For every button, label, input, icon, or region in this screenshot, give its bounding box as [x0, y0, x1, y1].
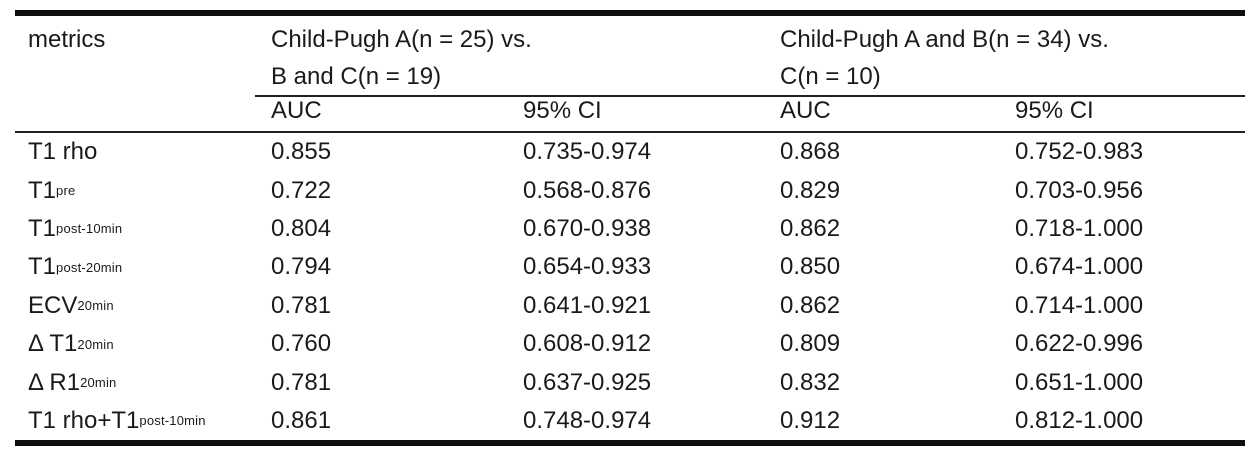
- ci-value-1: 0.637-0.925: [523, 368, 652, 396]
- table-row: ECV 20min 0.781 0.641-0.921 0.862 0.714-1…: [15, 287, 1245, 325]
- ci-value-2: 0.674-1.000: [1015, 253, 1144, 281]
- col-header-auc-2: AUC: [780, 97, 831, 124]
- metric-label: Δ R1: [28, 368, 81, 396]
- auc-value-2: 0.809: [780, 330, 841, 358]
- col-group-header-2-line2: C(n = 10): [780, 63, 881, 90]
- auc-value-1: 0.794: [271, 253, 332, 281]
- metric-cell: Δ T1 20min: [15, 325, 255, 363]
- auc-value-1: 0.861: [271, 406, 332, 434]
- table-row: T1 rho 0.855 0.735-0.974 0.868 0.752-0.9…: [15, 133, 1245, 171]
- col-header-auc-1: AUC: [271, 97, 322, 124]
- table-group-header-row: metrics Child-Pugh A(n = 25) vs. B and C…: [15, 16, 1245, 97]
- metric-subscript: post-10min: [139, 413, 206, 429]
- metric-cell: T1 rho+T1 post-10min: [15, 402, 255, 440]
- ci-value-2: 0.714-1.000: [1015, 291, 1144, 319]
- auc-value-1: 0.804: [271, 214, 332, 242]
- metric-subscript: pre: [56, 183, 76, 199]
- table-row: T1 rho+T1 post-10min 0.861 0.748-0.974 0.…: [15, 402, 1245, 440]
- table-row: T1 pre 0.722 0.568-0.876 0.829 0.703-0.95…: [15, 171, 1245, 209]
- metric-subscript: 20min: [77, 298, 114, 314]
- metric-label: ECV: [28, 291, 78, 319]
- metric-cell: T1 rho: [15, 133, 255, 171]
- col-group-header-1-line1: Child-Pugh A(n = 25) vs.: [271, 26, 532, 53]
- col-group-header-2-line1: Child-Pugh A and B(n = 34) vs.: [780, 26, 1109, 53]
- auc-value-2: 0.832: [780, 368, 841, 396]
- auc-value-1: 0.781: [271, 291, 332, 319]
- ci-value-1: 0.670-0.938: [523, 214, 652, 242]
- table-row: Δ T1 20min 0.760 0.608-0.912 0.809 0.622-…: [15, 325, 1245, 363]
- auc-results-table: metrics Child-Pugh A(n = 25) vs. B and C…: [15, 10, 1245, 447]
- metric-subscript: post-10min: [56, 221, 123, 237]
- metric-label: T1: [28, 176, 57, 204]
- metric-cell: T1 pre: [15, 171, 255, 209]
- auc-value-1: 0.760: [271, 330, 332, 358]
- metric-cell: Δ R1 20min: [15, 363, 255, 401]
- col-group-header-2: Child-Pugh A and B(n = 34) vs. C(n = 10): [764, 16, 1245, 95]
- auc-value-1: 0.722: [271, 176, 332, 204]
- ci-value-1: 0.641-0.921: [523, 291, 652, 319]
- auc-value-1: 0.855: [271, 138, 332, 166]
- metric-subscript: post-20min: [56, 259, 123, 275]
- auc-value-2: 0.868: [780, 138, 841, 166]
- auc-value-2: 0.850: [780, 253, 841, 281]
- metric-subscript: 20min: [77, 336, 114, 352]
- auc-value-2: 0.862: [780, 214, 841, 242]
- ci-value-1: 0.568-0.876: [523, 176, 652, 204]
- auc-value-2: 0.862: [780, 291, 841, 319]
- col-header-ci-2: 95% CI: [1015, 97, 1094, 124]
- ci-value-2: 0.703-0.956: [1015, 176, 1144, 204]
- ci-value-1: 0.748-0.974: [523, 406, 652, 434]
- ci-value-1: 0.654-0.933: [523, 253, 652, 281]
- metric-label: T1: [28, 214, 57, 242]
- auc-value-2: 0.912: [780, 406, 841, 434]
- ci-value-2: 0.718-1.000: [1015, 214, 1144, 242]
- col-group-header-1: Child-Pugh A(n = 25) vs. B and C(n = 19): [255, 16, 764, 95]
- auc-value-1: 0.781: [271, 368, 332, 396]
- column-group-headers: Child-Pugh A(n = 25) vs. B and C(n = 19)…: [255, 16, 1245, 97]
- table-subheader-row: AUC 95% CI AUC 95% CI: [15, 91, 1245, 133]
- col-header-ci-1: 95% CI: [523, 97, 602, 124]
- auc-value-2: 0.829: [780, 176, 841, 204]
- table-row: T1 post-10min 0.804 0.670-0.938 0.862 0.7…: [15, 210, 1245, 248]
- col-group-header-1-line2: B and C(n = 19): [271, 63, 442, 90]
- col-header-metrics: metrics: [28, 26, 106, 53]
- ci-value-2: 0.812-1.000: [1015, 406, 1144, 434]
- metric-label: T1 rho: [28, 138, 98, 166]
- ci-value-1: 0.608-0.912: [523, 330, 652, 358]
- ci-value-2: 0.622-0.996: [1015, 330, 1144, 358]
- ci-value-2: 0.752-0.983: [1015, 138, 1144, 166]
- metric-cell: ECV 20min: [15, 287, 255, 325]
- metric-label: T1 rho+T1: [28, 406, 140, 434]
- table-row: Δ R1 20min 0.781 0.637-0.925 0.832 0.651-…: [15, 363, 1245, 401]
- metric-label: T1: [28, 253, 57, 281]
- metric-subscript: 20min: [80, 375, 117, 391]
- metric-label: Δ T1: [28, 330, 78, 358]
- metric-cell: T1 post-20min: [15, 248, 255, 286]
- ci-value-1: 0.735-0.974: [523, 138, 652, 166]
- subheader-spacer: [15, 91, 255, 131]
- metric-cell: T1 post-10min: [15, 210, 255, 248]
- table-row: T1 post-20min 0.794 0.654-0.933 0.850 0.6…: [15, 248, 1245, 286]
- ci-value-2: 0.651-1.000: [1015, 368, 1144, 396]
